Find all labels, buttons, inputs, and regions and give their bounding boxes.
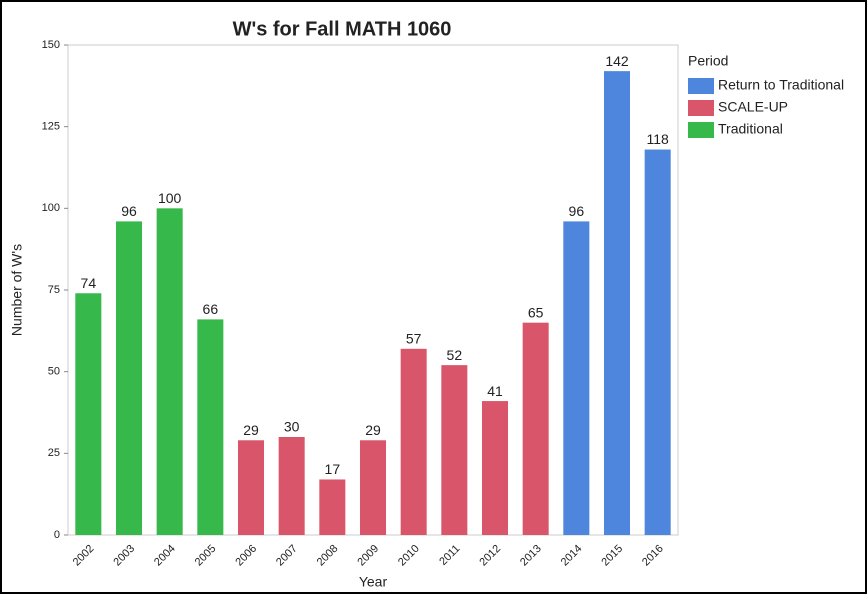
bar <box>278 437 305 535</box>
data-label: 118 <box>647 131 670 147</box>
y-tick-label: 25 <box>48 447 60 459</box>
y-tick-label: 150 <box>42 39 60 51</box>
legend-swatch <box>688 122 714 138</box>
bar <box>319 479 346 535</box>
data-label: 41 <box>487 383 503 399</box>
data-label: 74 <box>81 275 97 291</box>
data-label: 96 <box>121 203 137 219</box>
data-label: 30 <box>284 419 300 435</box>
data-label: 17 <box>325 461 341 477</box>
bar <box>603 71 631 535</box>
bar <box>197 319 224 535</box>
y-tick-label: 0 <box>54 529 60 541</box>
data-label: 96 <box>569 203 585 219</box>
legend-label: Return to Traditional <box>718 77 844 93</box>
bar <box>156 208 183 536</box>
data-label: 57 <box>406 331 422 347</box>
data-label: 29 <box>365 422 381 438</box>
bar <box>237 440 265 535</box>
bar <box>522 322 549 535</box>
bar <box>481 401 509 535</box>
data-label: 66 <box>203 301 219 317</box>
chart-title: W's for Fall MATH 1060 <box>233 18 452 40</box>
bar <box>75 293 102 535</box>
bar <box>115 221 143 535</box>
legend-label: SCALE-UP <box>718 99 788 115</box>
bar <box>441 365 468 535</box>
bar <box>359 440 387 535</box>
data-label: 142 <box>605 53 629 69</box>
data-label: 29 <box>243 422 259 438</box>
data-label: 65 <box>528 304 544 320</box>
y-tick-label: 125 <box>42 121 60 133</box>
y-axis-label: Number of W's <box>9 244 25 336</box>
bar <box>563 221 590 535</box>
bar <box>400 348 427 535</box>
data-label: 52 <box>447 347 463 363</box>
legend-swatch <box>688 100 714 116</box>
bar <box>644 149 671 536</box>
legend-swatch <box>688 78 714 94</box>
y-tick-label: 75 <box>48 284 60 296</box>
data-label: 100 <box>158 190 182 206</box>
y-tick-label: 50 <box>48 366 60 378</box>
y-tick-label: 100 <box>42 202 60 214</box>
legend-title: Period <box>688 53 728 69</box>
x-axis-label: Year <box>359 574 388 590</box>
legend-label: Traditional <box>718 121 783 137</box>
